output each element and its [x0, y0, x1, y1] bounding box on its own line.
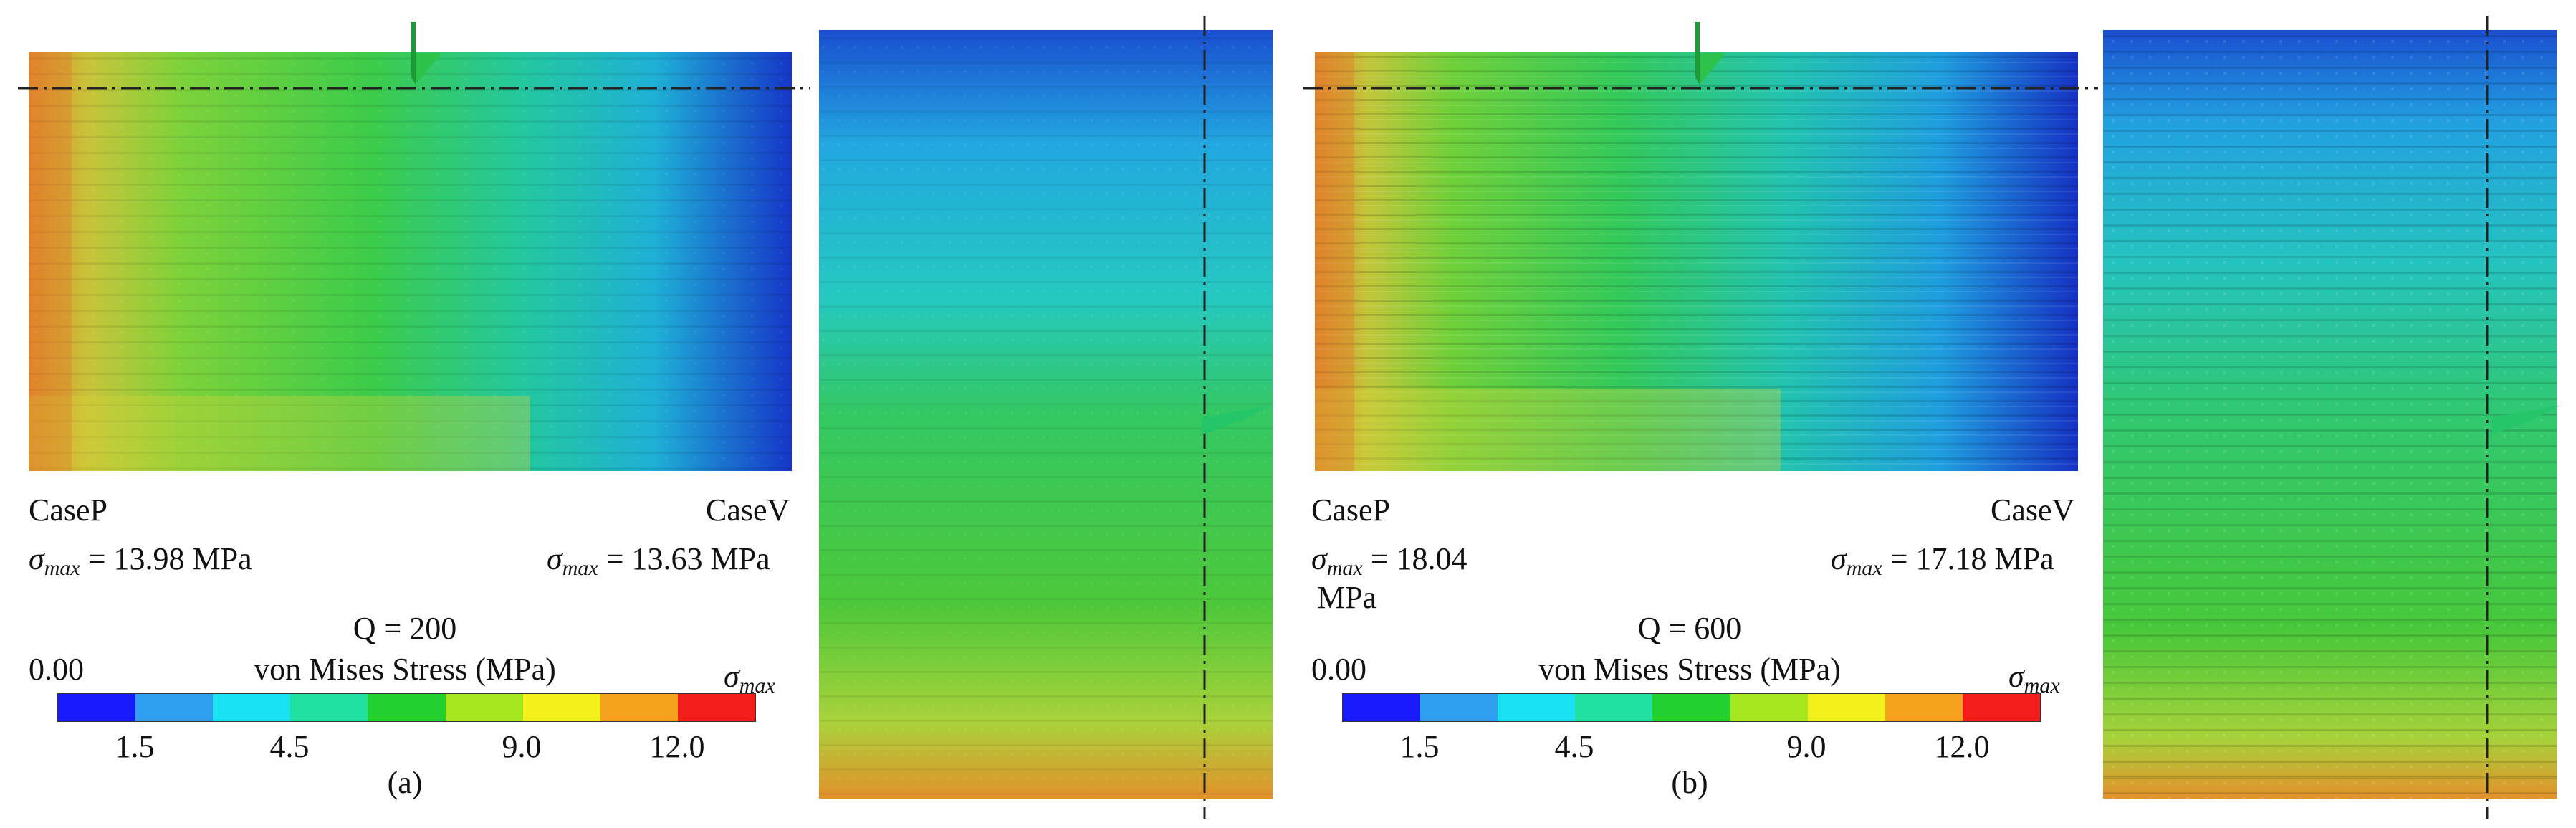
inlet-marker-top-a [411, 22, 441, 85]
colorbar-title: von Mises Stress (MPa) [254, 652, 556, 687]
colorbar-min-label: 0.00 [29, 652, 84, 687]
sigma-subscript: max [44, 556, 80, 580]
q-label: Q = 200 [353, 611, 457, 646]
colorbar-segment [1420, 694, 1498, 721]
colorbar-a [57, 693, 756, 722]
colorbar-segment [1807, 694, 1885, 721]
sigma-max-right: σmax = 17.18 MPa [1831, 543, 2054, 579]
colorbar-segment [445, 694, 523, 721]
colorbar-max-label: σmax [2008, 661, 2060, 697]
sigma-unit-left: MPa [1317, 580, 1377, 615]
colorbar-tick-label: 1.5 [1399, 729, 1440, 764]
colorbar-segment [58, 694, 136, 721]
colorbar-b [1342, 693, 2041, 722]
sigma-symbol: σ [29, 541, 44, 576]
colorbar-title: von Mises Stress (MPa) [1538, 652, 1841, 687]
colorbar-segment [1498, 694, 1576, 721]
colorbar-segment [522, 694, 600, 721]
inlet-marker-side-b [2492, 406, 2560, 434]
colorbar-segment [1343, 694, 1421, 721]
colorbar-segment [677, 694, 755, 721]
sigma-symbol: σ [724, 659, 739, 694]
colorbar-tick-label: 12.0 [1934, 729, 1990, 764]
sigma-subscript: max [1326, 556, 1363, 580]
colorbar-segment [368, 694, 446, 721]
sigma-symbol: σ [2008, 659, 2024, 694]
centerline-horizontal-b [1303, 87, 2098, 90]
sigma-max-left: σmax = 13.98 MPa [29, 543, 252, 579]
sigma-subscript: max [739, 674, 775, 698]
stress-map-vertical-a [819, 30, 1273, 799]
centerline-vertical-a [1203, 16, 1206, 819]
colorbar-segment [1652, 694, 1730, 721]
colorbar-segment [1885, 694, 1963, 721]
sigma-value: = 17.18 MPa [1882, 541, 2054, 576]
colorbar-segment [1730, 694, 1808, 721]
sigma-symbol: σ [547, 541, 562, 576]
colorbar-segment [600, 694, 678, 721]
colorbar-tick-label: 4.5 [269, 729, 310, 764]
colorbar-segment [1962, 694, 2040, 721]
colorbar-segment [213, 694, 291, 721]
case-right-label: CaseV [706, 492, 790, 528]
inlet-marker-side-a [1202, 406, 1270, 434]
inlet-marker-top-b [1695, 22, 1725, 85]
colorbar-tick-label: 4.5 [1554, 729, 1594, 764]
sigma-symbol: σ [1311, 541, 1327, 576]
case-left-label: CaseP [29, 492, 107, 528]
colorbar-min-label: 0.00 [1311, 652, 1366, 687]
sigma-subscript: max [2024, 674, 2060, 698]
stress-map-vertical-b [2103, 30, 2557, 799]
colorbar-tick-label: 9.0 [502, 729, 542, 764]
sigma-value: = 13.63 MPa [598, 541, 770, 576]
sigma-subscript: max [562, 556, 598, 580]
sigma-value: = 13.98 MPa [80, 541, 252, 576]
centerline-horizontal-a [18, 87, 810, 90]
case-left-label: CaseP [1311, 492, 1390, 528]
q-label: Q = 600 [1637, 611, 1742, 646]
colorbar-tick-label: 12.0 [649, 729, 705, 764]
sigma-symbol: σ [1831, 541, 1847, 576]
case-right-label: CaseV [1991, 492, 2075, 528]
sigma-max-right: σmax = 13.63 MPa [547, 543, 770, 579]
sigma-max-left: σmax = 18.04 [1311, 543, 1467, 579]
centerline-vertical-b [2486, 16, 2489, 819]
colorbar-tick-label: 1.5 [115, 729, 155, 764]
stress-map-horizontal-b [1315, 52, 2078, 471]
stress-map-horizontal-a [29, 52, 792, 471]
sigma-value: = 18.04 [1362, 541, 1467, 576]
colorbar-max-label: σmax [724, 661, 775, 697]
colorbar-tick-label: 9.0 [1786, 729, 1826, 764]
colorbar-segment [135, 694, 214, 721]
colorbar-segment [1575, 694, 1653, 721]
panel-label: (a) [387, 765, 423, 800]
colorbar-segment [290, 694, 368, 721]
sigma-subscript: max [1846, 556, 1882, 580]
panel-label: (b) [1671, 765, 1708, 800]
